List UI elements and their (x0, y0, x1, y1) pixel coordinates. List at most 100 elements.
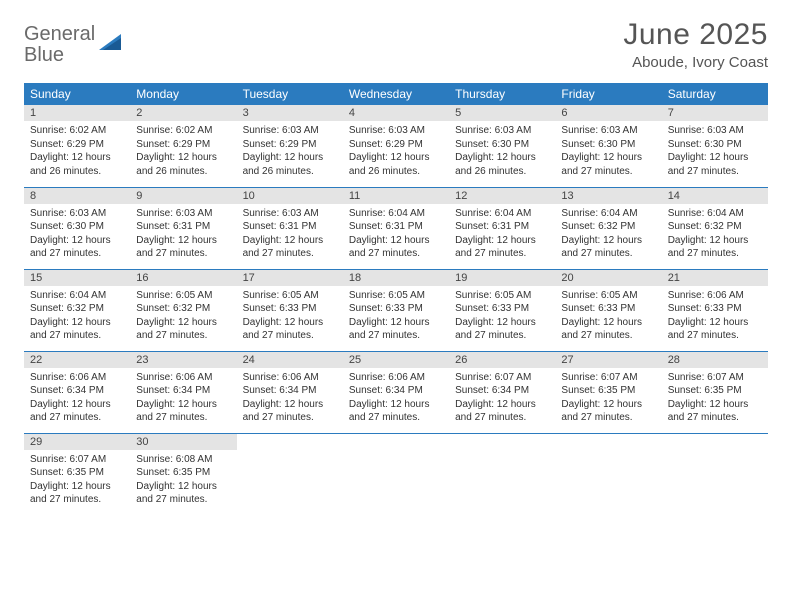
day-body: Sunrise: 6:07 AMSunset: 6:35 PMDaylight:… (555, 368, 661, 430)
day-number: 7 (662, 105, 768, 121)
daylight-line: Daylight: 12 hours and 27 minutes. (136, 234, 230, 261)
sunset-line: Sunset: 6:29 PM (30, 138, 124, 152)
day-number: 9 (130, 188, 236, 204)
sunrise-line: Sunrise: 6:07 AM (561, 371, 655, 385)
sunrise-line: Sunrise: 6:03 AM (349, 124, 443, 138)
calendar-day-cell: 13Sunrise: 6:04 AMSunset: 6:32 PMDayligh… (555, 187, 661, 269)
sunrise-line: Sunrise: 6:05 AM (455, 289, 549, 303)
calendar-day-cell: 23Sunrise: 6:06 AMSunset: 6:34 PMDayligh… (130, 351, 236, 433)
day-number: 11 (343, 188, 449, 204)
day-number: 20 (555, 270, 661, 286)
daylight-line: Daylight: 12 hours and 27 minutes. (136, 316, 230, 343)
day-body: Sunrise: 6:03 AMSunset: 6:30 PMDaylight:… (24, 204, 130, 266)
sunset-line: Sunset: 6:35 PM (30, 466, 124, 480)
calendar-day-cell: 20Sunrise: 6:05 AMSunset: 6:33 PMDayligh… (555, 269, 661, 351)
calendar-day-cell: 18Sunrise: 6:05 AMSunset: 6:33 PMDayligh… (343, 269, 449, 351)
calendar-day-cell: 1Sunrise: 6:02 AMSunset: 6:29 PMDaylight… (24, 105, 130, 187)
day-number: 22 (24, 352, 130, 368)
day-body: Sunrise: 6:03 AMSunset: 6:31 PMDaylight:… (130, 204, 236, 266)
sunrise-line: Sunrise: 6:03 AM (243, 124, 337, 138)
logo-text-blue: Blue (24, 44, 64, 66)
sunrise-line: Sunrise: 6:06 AM (30, 371, 124, 385)
day-body: Sunrise: 6:02 AMSunset: 6:29 PMDaylight:… (24, 121, 130, 183)
day-number: 30 (130, 434, 236, 450)
sunset-line: Sunset: 6:33 PM (349, 302, 443, 316)
sunrise-line: Sunrise: 6:05 AM (136, 289, 230, 303)
daylight-line: Daylight: 12 hours and 27 minutes. (455, 234, 549, 261)
day-number: 13 (555, 188, 661, 204)
calendar-day-cell: 4Sunrise: 6:03 AMSunset: 6:29 PMDaylight… (343, 105, 449, 187)
calendar-day-cell: 5Sunrise: 6:03 AMSunset: 6:30 PMDaylight… (449, 105, 555, 187)
logo: General Blue (24, 18, 125, 66)
sunrise-line: Sunrise: 6:03 AM (455, 124, 549, 138)
daylight-line: Daylight: 12 hours and 27 minutes. (561, 151, 655, 178)
calendar-day-cell: 7 Sunrise: 6:03 AMSunset: 6:30 PMDaylight… (662, 105, 768, 187)
sunset-line: Sunset: 6:30 PM (668, 138, 762, 152)
calendar-day-cell (555, 433, 661, 515)
day-body: Sunrise: 6:04 AMSunset: 6:31 PMDaylight:… (343, 204, 449, 266)
sunset-line: Sunset: 6:33 PM (243, 302, 337, 316)
sunset-line: Sunset: 6:29 PM (349, 138, 443, 152)
calendar-day-cell: 10Sunrise: 6:03 AMSunset: 6:31 PMDayligh… (237, 187, 343, 269)
sunrise-line: Sunrise: 6:03 AM (561, 124, 655, 138)
day-body: Sunrise: 6:05 AMSunset: 6:32 PMDaylight:… (130, 286, 236, 348)
day-number: 1 (24, 105, 130, 121)
day-body: Sunrise: 6:05 AMSunset: 6:33 PMDaylight:… (237, 286, 343, 348)
sunset-line: Sunset: 6:34 PM (349, 384, 443, 398)
daylight-line: Daylight: 12 hours and 27 minutes. (349, 398, 443, 425)
daylight-line: Daylight: 12 hours and 27 minutes. (30, 316, 124, 343)
daylight-line: Daylight: 12 hours and 27 minutes. (30, 480, 124, 507)
calendar-day-cell (449, 433, 555, 515)
sunset-line: Sunset: 6:32 PM (136, 302, 230, 316)
daylight-line: Daylight: 12 hours and 27 minutes. (668, 151, 762, 178)
day-header: Sunday (24, 83, 130, 105)
sunrise-line: Sunrise: 6:06 AM (136, 371, 230, 385)
sunrise-line: Sunrise: 6:04 AM (30, 289, 124, 303)
sunrise-line: Sunrise: 6:03 AM (30, 207, 124, 221)
calendar-week-row: 8Sunrise: 6:03 AMSunset: 6:30 PMDaylight… (24, 187, 768, 269)
calendar-day-cell: 17Sunrise: 6:05 AMSunset: 6:33 PMDayligh… (237, 269, 343, 351)
day-number: 21 (662, 270, 768, 286)
day-number: 24 (237, 352, 343, 368)
sunset-line: Sunset: 6:32 PM (561, 220, 655, 234)
daylight-line: Daylight: 12 hours and 27 minutes. (349, 316, 443, 343)
daylight-line: Daylight: 12 hours and 26 minutes. (243, 151, 337, 178)
sunset-line: Sunset: 6:30 PM (30, 220, 124, 234)
day-body: Sunrise: 6:03 AMSunset: 6:30 PMDaylight:… (449, 121, 555, 183)
sunset-line: Sunset: 6:29 PM (243, 138, 337, 152)
sunset-line: Sunset: 6:32 PM (668, 220, 762, 234)
sunrise-line: Sunrise: 6:02 AM (30, 124, 124, 138)
sunset-line: Sunset: 6:34 PM (136, 384, 230, 398)
day-body: Sunrise: 6:05 AMSunset: 6:33 PMDaylight:… (449, 286, 555, 348)
daylight-line: Daylight: 12 hours and 27 minutes. (455, 398, 549, 425)
calendar-day-cell: 6Sunrise: 6:03 AMSunset: 6:30 PMDaylight… (555, 105, 661, 187)
day-body: Sunrise: 6:08 AMSunset: 6:35 PMDaylight:… (130, 450, 236, 512)
sunrise-line: Sunrise: 6:05 AM (349, 289, 443, 303)
calendar-table: Sunday Monday Tuesday Wednesday Thursday… (24, 83, 768, 515)
sunset-line: Sunset: 6:35 PM (136, 466, 230, 480)
calendar-week-row: 15Sunrise: 6:04 AMSunset: 6:32 PMDayligh… (24, 269, 768, 351)
day-number: 12 (449, 188, 555, 204)
day-number: 14 (662, 188, 768, 204)
day-body: Sunrise: 6:04 AMSunset: 6:32 PMDaylight:… (24, 286, 130, 348)
day-number: 2 (130, 105, 236, 121)
title-block: June 2025 Aboude, Ivory Coast (623, 18, 768, 71)
page-header: General Blue June 2025 Aboude, Ivory Coa… (24, 18, 768, 71)
day-body: Sunrise: 6:07 AMSunset: 6:35 PMDaylight:… (662, 368, 768, 430)
sunrise-line: Sunrise: 6:03 AM (668, 124, 762, 138)
sunset-line: Sunset: 6:33 PM (668, 302, 762, 316)
sunrise-line: Sunrise: 6:07 AM (668, 371, 762, 385)
day-number: 29 (24, 434, 130, 450)
day-header: Saturday (662, 83, 768, 105)
calendar-day-cell: 9Sunrise: 6:03 AMSunset: 6:31 PMDaylight… (130, 187, 236, 269)
daylight-line: Daylight: 12 hours and 26 minutes. (455, 151, 549, 178)
daylight-line: Daylight: 12 hours and 27 minutes. (136, 398, 230, 425)
day-body: Sunrise: 6:04 AMSunset: 6:31 PMDaylight:… (449, 204, 555, 266)
sunset-line: Sunset: 6:34 PM (243, 384, 337, 398)
daylight-line: Daylight: 12 hours and 27 minutes. (243, 234, 337, 261)
day-header: Friday (555, 83, 661, 105)
day-body: Sunrise: 6:06 AMSunset: 6:34 PMDaylight:… (130, 368, 236, 430)
calendar-day-cell: 8Sunrise: 6:03 AMSunset: 6:30 PMDaylight… (24, 187, 130, 269)
sunrise-line: Sunrise: 6:04 AM (668, 207, 762, 221)
sunset-line: Sunset: 6:35 PM (668, 384, 762, 398)
